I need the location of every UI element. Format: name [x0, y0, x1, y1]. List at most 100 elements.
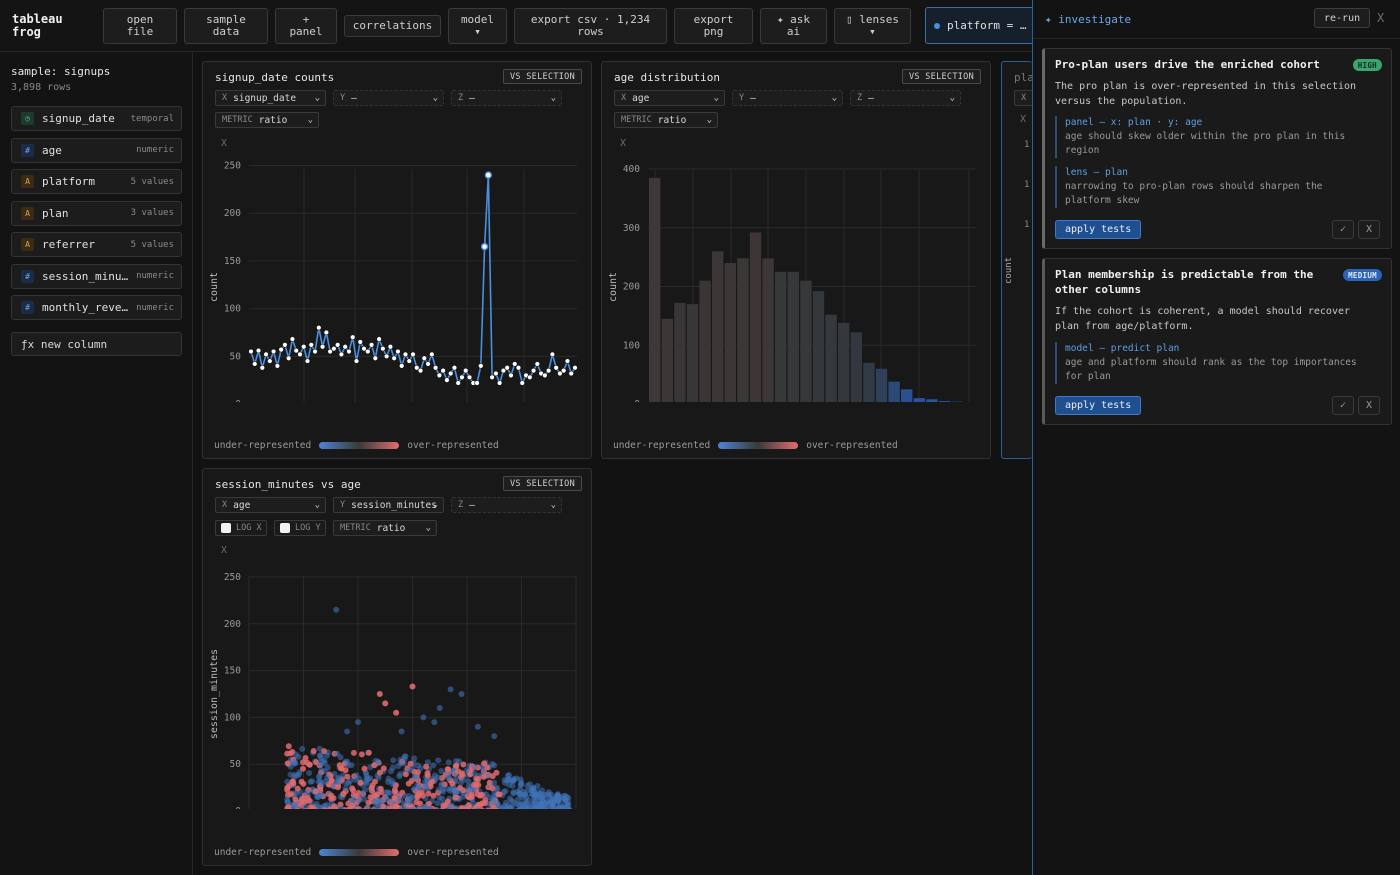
scatter-point — [284, 778, 291, 785]
scatter-point — [294, 785, 301, 792]
sample-data-button[interactable]: sample data — [184, 8, 268, 44]
y-axis-select[interactable]: Y — ⌄ — [333, 90, 444, 106]
scatter-point — [518, 779, 525, 786]
metric-select[interactable]: METRIC ratio ⌄ — [215, 112, 319, 128]
field-item-age[interactable]: # age numeric — [11, 137, 182, 163]
data-point — [297, 351, 303, 358]
new-column-button[interactable]: ƒx new column — [11, 332, 182, 356]
data-point — [346, 348, 352, 355]
data-point — [391, 355, 397, 361]
metric-select[interactable]: METRIC ratio ⌄ — [333, 520, 437, 536]
field-item-monthly_reven[interactable]: # monthly_reven… numeric — [11, 295, 182, 320]
data-point — [519, 380, 525, 386]
metric-tag: METRIC — [621, 115, 652, 125]
data-point — [451, 365, 458, 371]
clear-selection-icon[interactable]: X — [221, 138, 228, 149]
scatter-point — [418, 789, 425, 796]
scatter-point — [474, 723, 481, 730]
scatter-point — [350, 796, 357, 803]
clear-selection-icon[interactable]: X — [221, 545, 228, 556]
clear-selection-icon[interactable]: X — [1020, 114, 1027, 125]
y-select-tag: Y — [340, 93, 346, 103]
model-dropdown[interactable]: model ▾ — [448, 8, 507, 44]
data-point — [534, 361, 541, 367]
z-axis-select[interactable]: Z — ⌄ — [850, 90, 961, 106]
scatter-point — [336, 778, 343, 785]
lenses-dropdown[interactable]: ▯ lenses ▾ — [834, 8, 911, 44]
data-point — [270, 348, 277, 355]
open-file-button[interactable]: open file — [103, 8, 177, 44]
data-point — [436, 372, 443, 379]
export-csv-button[interactable]: export csv · 1,234 rows — [514, 8, 667, 44]
metric-tag: METRIC — [222, 115, 253, 125]
chart-age-histogram[interactable]: 0100200300400182430364248546068agecount — [602, 62, 991, 402]
scatter-point — [307, 804, 314, 809]
y-tick-label: 50 — [230, 759, 242, 770]
accept-check-icon[interactable]: ✓ — [1332, 396, 1354, 415]
z-axis-select[interactable]: Z — ⌄ — [451, 90, 562, 106]
scatter-point — [504, 777, 511, 784]
filter-chip-platform[interactable]: platform = … — [925, 7, 1045, 44]
y-tick-label: 100 — [224, 712, 241, 723]
data-point — [289, 336, 296, 342]
x-axis-select[interactable]: X — [1014, 90, 1032, 106]
reject-x-icon[interactable]: X — [1358, 220, 1380, 239]
field-item-signup_date[interactable]: ◷ signup_date temporal — [11, 106, 182, 131]
scatter-point — [453, 805, 460, 809]
data-point — [395, 348, 401, 355]
data-point — [410, 351, 416, 358]
data-point — [342, 344, 348, 350]
data-point — [474, 380, 480, 386]
vs-selection-button[interactable]: VS SELECTION — [901, 69, 981, 84]
rerun-button[interactable]: re-run — [1314, 8, 1371, 28]
metric-select[interactable]: METRIC ratio ⌄ — [614, 112, 718, 128]
chart-signup-line[interactable]: 050100150200250FebMarAprMayJunsignup_dat… — [203, 62, 592, 402]
data-point — [478, 363, 484, 369]
scatter-point — [380, 765, 387, 772]
export-png-button[interactable]: export png — [674, 8, 753, 44]
brand-logo: tableau frog — [12, 13, 82, 39]
scatter-point — [351, 807, 358, 809]
correlations-button[interactable]: correlations — [344, 15, 441, 37]
close-icon[interactable]: X — [1377, 11, 1385, 25]
reject-x-icon[interactable]: X — [1358, 396, 1380, 415]
export-csv-label-2: rows — [577, 25, 604, 38]
scatter-point — [392, 789, 399, 796]
apply-tests-button[interactable]: apply tests — [1055, 396, 1142, 415]
scatter-point — [313, 759, 320, 766]
log-y-checkbox[interactable]: LOG Y — [274, 520, 326, 536]
chevron-down-icon: ⌄ — [713, 93, 719, 103]
scatter-point — [458, 691, 465, 697]
scatter-point — [312, 788, 319, 795]
title-line: Plan membership is predictable from the — [1055, 268, 1314, 281]
scatter-point — [438, 782, 445, 789]
field-name: age — [42, 143, 62, 157]
log-x-checkbox[interactable]: LOG X — [215, 520, 267, 536]
z-axis-select[interactable]: Z — ⌄ — [451, 497, 562, 513]
panel-title: pla — [1014, 71, 1032, 84]
field-item-session_minut[interactable]: # session_minut… numeric — [11, 263, 182, 289]
ask-ai-button[interactable]: ✦ ask ai — [760, 8, 827, 44]
scatter-point — [290, 780, 297, 787]
data-point — [463, 367, 469, 374]
chevron-down-icon: ⌄ — [307, 115, 313, 125]
lenses-label: ▯ lenses — [846, 13, 899, 26]
add-panel-button[interactable]: + panel — [275, 8, 337, 44]
vs-selection-button[interactable]: VS SELECTION — [502, 69, 582, 84]
accept-check-icon[interactable]: ✓ — [1332, 220, 1354, 239]
scatter-point — [393, 803, 400, 809]
chart-session-scatter[interactable]: 05010015020025010203040506070agesession_… — [203, 469, 592, 809]
vs-selection-button[interactable]: VS SELECTION — [502, 476, 582, 491]
y-tick-label: 200 — [224, 208, 241, 219]
data-point — [361, 345, 367, 352]
apply-tests-button[interactable]: apply tests — [1055, 220, 1142, 239]
clear-selection-icon[interactable]: X — [620, 138, 627, 149]
y-axis-select[interactable]: Y — ⌄ — [732, 90, 843, 106]
